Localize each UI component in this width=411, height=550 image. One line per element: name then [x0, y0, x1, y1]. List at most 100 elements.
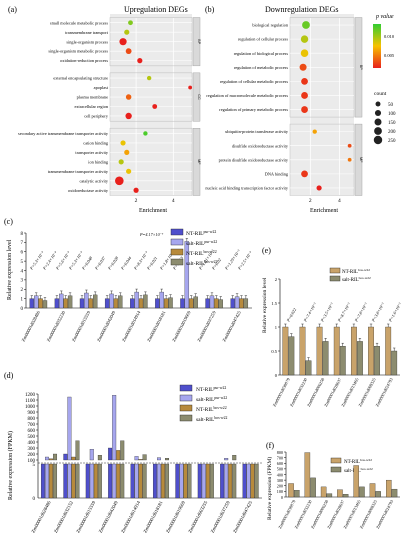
c-y-tick: 1	[21, 297, 24, 302]
term-label: biological regulation	[252, 23, 289, 28]
p-value-annotation: P=0.044	[119, 256, 132, 272]
term-label: cell periphery	[84, 114, 109, 119]
category-label: Zm00001d006258	[306, 377, 325, 407]
facet-strip-bp: BP	[197, 39, 201, 45]
bar-d-lower	[205, 463, 210, 499]
bar-d-lower	[142, 463, 147, 499]
bar-d-lower	[246, 463, 251, 499]
panel-b-bubbles	[299, 21, 352, 191]
panel-d-legend: NT-RILpur-w22 salt-RILpur-w22 NT-RILbos-…	[179, 384, 228, 423]
f-y-tick: 200	[277, 484, 283, 489]
bar-c	[234, 296, 240, 309]
panel-b-title: Downregulation DEGs	[265, 5, 339, 14]
bubble-point	[302, 21, 310, 29]
bar-c	[59, 293, 64, 309]
bar-d-lower	[63, 463, 68, 499]
bar-d	[97, 455, 102, 461]
d-y-tick: 900	[28, 411, 36, 416]
legend-c-4: salt-RILbos-w22	[186, 260, 218, 267]
category-label: Zm00001d028486	[21, 310, 42, 343]
bubble-point	[312, 129, 317, 134]
bar-c	[143, 294, 148, 309]
category-label: Zm00001d047425	[233, 500, 254, 534]
term-label: transmembrane transporter activity	[48, 169, 109, 174]
category-label: Zm00001d018181	[143, 500, 164, 534]
bar-c	[79, 298, 85, 309]
term-label: DNA binding	[265, 171, 289, 176]
term-label: regulation of macromolecule metabolic pr…	[206, 93, 288, 98]
bubble-point	[300, 49, 309, 58]
bar-e	[368, 326, 374, 376]
pvalue-tick-1: 0.010	[384, 34, 395, 39]
panel-f-y-label: Relative expression (FPKM)	[266, 457, 273, 520]
term-label: protein disulfide oxidoreductase activit…	[219, 157, 289, 162]
category-label: Zm00001d032230	[289, 377, 308, 407]
bubble-point	[128, 20, 133, 26]
category-label: Zm00001d015559	[76, 500, 97, 534]
panel-a-letter: (a)	[8, 5, 17, 14]
panel-c-y-label: Relative expression level	[7, 239, 13, 300]
category-label: Zm00001d014914	[121, 500, 142, 534]
bar-c	[205, 298, 210, 309]
term-label: disulfide oxidoreductase activity	[232, 143, 289, 148]
f-y-tick: 300	[277, 478, 283, 483]
count-legend-label: 50	[388, 103, 394, 108]
bar-c	[155, 298, 160, 309]
bar-c	[159, 291, 164, 309]
bubble-point	[119, 38, 127, 46]
bar-d	[112, 395, 117, 461]
bar-f	[391, 488, 398, 498]
bar-d	[53, 453, 58, 461]
count-legend-label: 100	[388, 112, 396, 117]
bubble-point	[299, 63, 307, 71]
pvalue-color-bar	[373, 24, 381, 68]
bar-d-lower	[71, 463, 76, 499]
panel-e-legend: NT-RILbos-w22 salt-RILbos-w22	[329, 267, 371, 283]
bar-c	[209, 295, 215, 309]
bar-d-lower	[67, 463, 72, 499]
bubble-point	[125, 94, 132, 100]
category-label: Zm00001d014914	[121, 310, 142, 343]
category-label: Zm00001d032152	[54, 500, 75, 534]
bar-c	[113, 298, 119, 309]
pvalue-legend: p value 0.010 0.005	[373, 14, 395, 68]
count-legend-label: 250	[388, 139, 396, 144]
d-y-tick: 1200	[25, 393, 36, 398]
bar-f	[369, 483, 376, 498]
f-y-tick: 100	[277, 489, 283, 494]
term-label: transporter activity	[75, 150, 108, 155]
category-label: Zm00001d019669	[166, 500, 187, 534]
bar-f	[337, 489, 343, 498]
f-y-tick: 600	[277, 461, 283, 466]
panel-b-bubble-chart: BP MF biological regulation regulation of …	[205, 14, 363, 214]
bar-e	[374, 346, 380, 376]
category-label: Zm00001d028637	[323, 376, 343, 407]
bar-e	[288, 336, 295, 376]
term-label: transmembrane transport	[65, 30, 109, 35]
category-label: Zm00001d047425	[221, 310, 242, 343]
bar-c	[130, 298, 135, 309]
term-label: regulation of cellular process	[238, 37, 288, 42]
bar-d-lower	[209, 463, 214, 499]
panel-a-facet-strips: BP CC MF	[192, 17, 201, 196]
bubble-point	[115, 176, 124, 186]
b-x-tick: 2	[309, 198, 312, 204]
count-legend-dot	[374, 118, 382, 126]
term-label: regulation of metabolic process	[234, 65, 288, 70]
panel-a-bubble-chart: BP CC MF small molecule metabolic process t…	[18, 14, 201, 214]
bar-e	[299, 326, 306, 376]
d-y-tick: 500	[28, 435, 36, 440]
category-label: Zm00001d028486	[31, 500, 52, 534]
bar-e	[339, 346, 346, 376]
bar-d-lower	[224, 463, 229, 499]
term-label: cation binding	[83, 141, 109, 146]
category-label: Zm00001d024793	[374, 377, 393, 407]
category-label: Zm00001d024793	[375, 499, 394, 529]
panel-e-bar-chart: 0 0.5 1 1.5 2 P=0.022 P=7.4×10⁻³ P=3.5×10⁻³ P=8…	[271, 277, 402, 408]
panel-d-letter: (d)	[4, 371, 14, 380]
bar-c	[67, 295, 73, 309]
category-label: Zm00001d008325	[357, 377, 376, 407]
p-value-annotation: P=7.4×10⁻³	[302, 301, 318, 323]
bubble-point	[125, 48, 132, 55]
bar-d-lower	[161, 463, 165, 499]
